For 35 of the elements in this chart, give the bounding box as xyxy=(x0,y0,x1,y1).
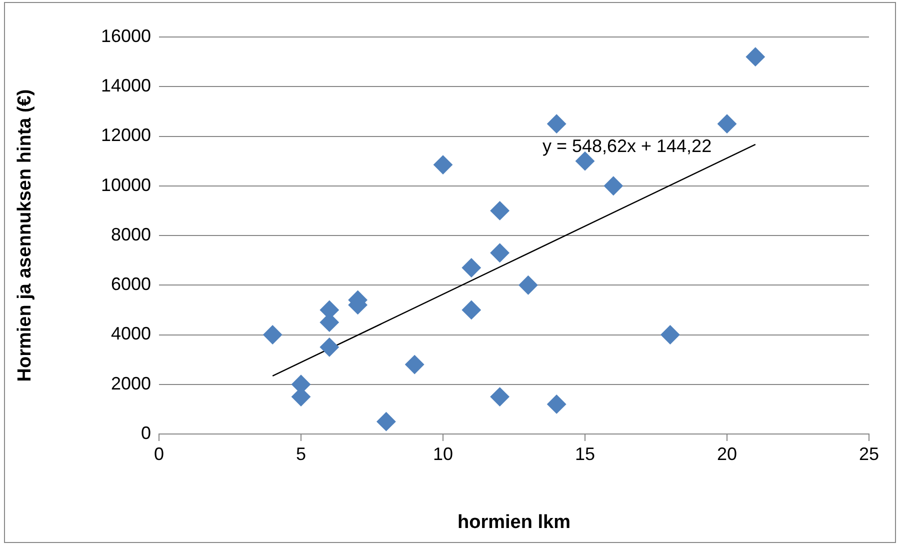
point xyxy=(518,276,538,295)
x-tick-label: 25 xyxy=(858,444,880,464)
x-tick-label: 5 xyxy=(296,444,306,464)
point xyxy=(718,114,736,134)
point xyxy=(263,325,282,344)
point xyxy=(462,300,481,320)
point xyxy=(490,243,510,262)
y-tick-label: 4000 xyxy=(110,324,151,344)
point xyxy=(604,176,623,196)
point xyxy=(462,258,481,278)
x-tick-label: 20 xyxy=(716,444,738,464)
annotation: y = 548,62x + 144,22 xyxy=(542,136,712,156)
x-tick-label: 0 xyxy=(154,444,164,464)
point xyxy=(547,394,566,414)
point xyxy=(320,338,339,357)
point xyxy=(405,355,424,374)
x-tick-label: 10 xyxy=(432,444,454,464)
x-axis-title: hormien lkm xyxy=(458,512,570,533)
y-tick-label: 10000 xyxy=(100,174,151,195)
y-tick-label: 14000 xyxy=(100,76,151,96)
y-tick-label: 2000 xyxy=(110,373,151,394)
point xyxy=(490,387,510,406)
point xyxy=(660,325,680,344)
y-tick-label: 12000 xyxy=(100,125,151,146)
y-tick-label: 0 xyxy=(140,422,151,443)
point xyxy=(746,47,765,66)
point xyxy=(490,201,510,220)
y-tick-label: 6000 xyxy=(110,274,151,294)
y-axis-title: Hormien ja asennuksen hinta (€) xyxy=(14,89,36,382)
y-tick-label: 8000 xyxy=(110,224,151,244)
point xyxy=(547,114,566,134)
y-tick-label: 16000 xyxy=(100,26,151,46)
point xyxy=(434,155,452,174)
point xyxy=(376,412,396,432)
x-tick-label: 15 xyxy=(574,444,596,464)
